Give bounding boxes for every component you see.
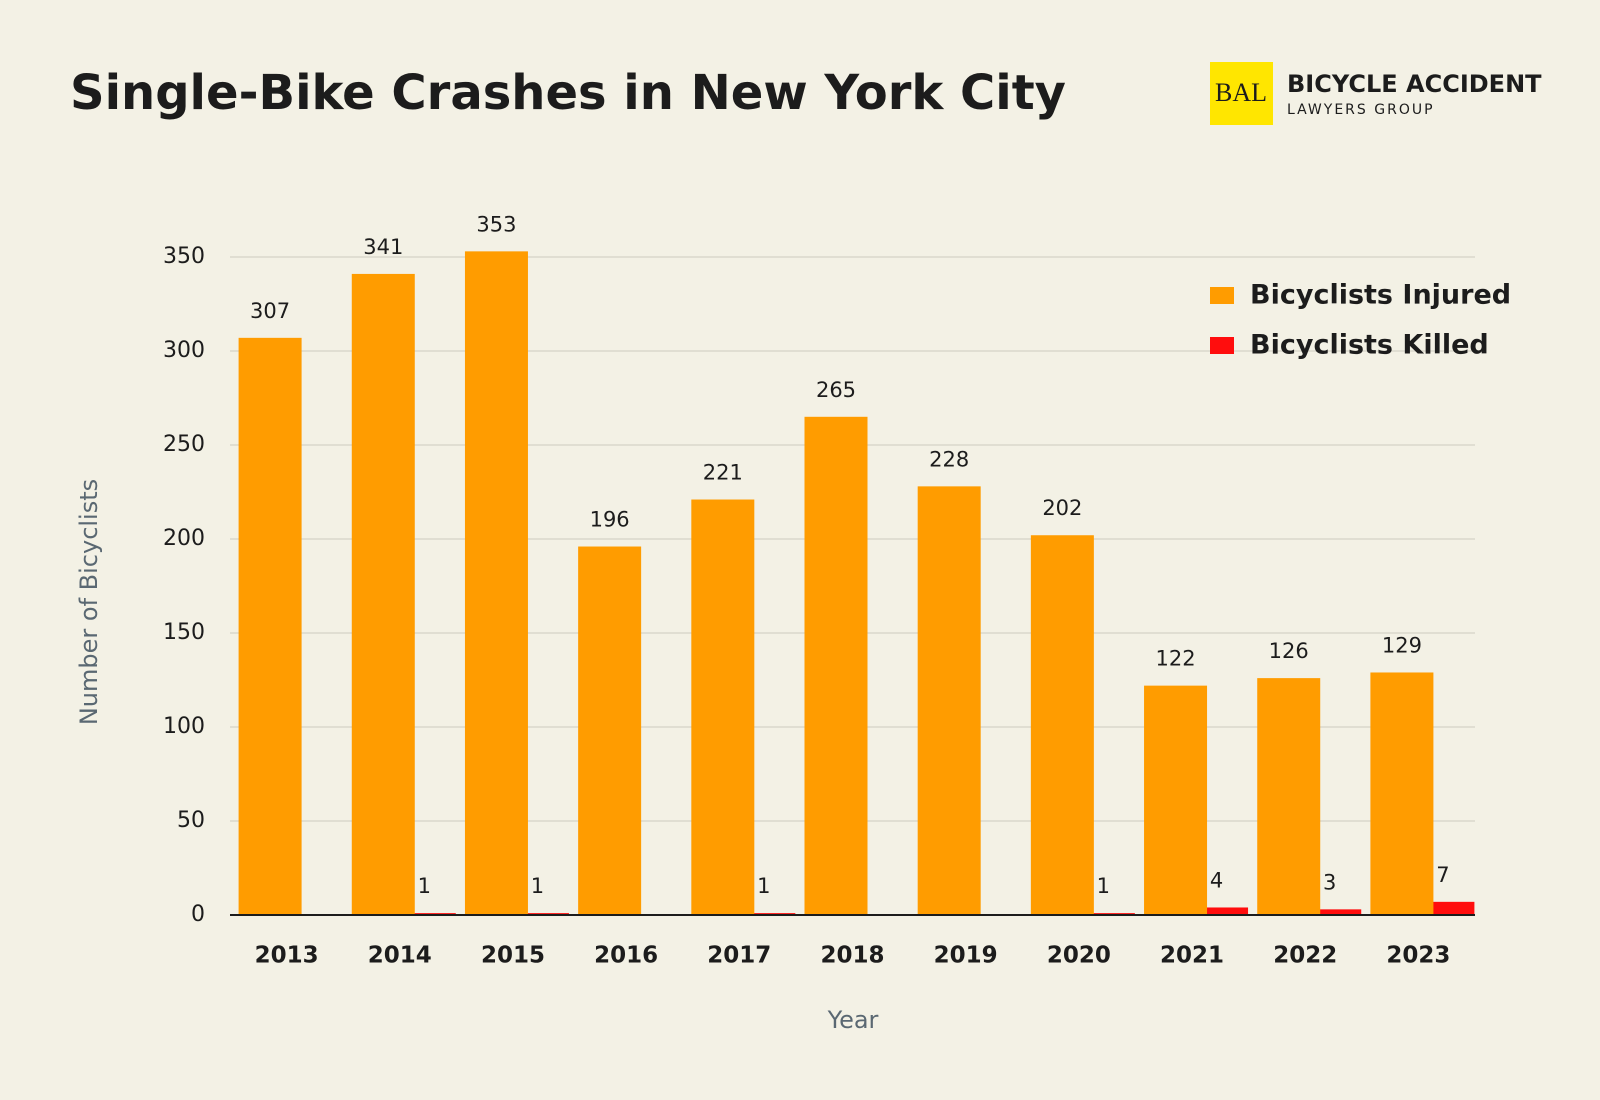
y-axis-label: Number of Bicyclists (75, 479, 103, 725)
x-tick-label: 2017 (707, 943, 771, 969)
data-label: 196 (590, 508, 630, 532)
x-tick-label: 2018 (820, 943, 884, 969)
data-label: 1 (757, 874, 770, 898)
legend-swatch (1210, 287, 1234, 304)
bar (691, 499, 755, 915)
data-label: 353 (476, 212, 516, 236)
y-tick-label: 350 (163, 244, 205, 269)
logo-line1: BICYCLE ACCIDENT (1287, 70, 1542, 98)
x-tick-label: 2014 (368, 943, 432, 969)
y-tick-label: 250 (163, 432, 205, 457)
bar (578, 546, 642, 915)
bar (1144, 685, 1208, 915)
x-tick-label: 2023 (1386, 943, 1450, 969)
data-label: 1 (418, 874, 431, 898)
y-tick-label: 300 (163, 338, 205, 363)
x-tick-label: 2022 (1273, 943, 1337, 969)
logo-mark: BAL (1215, 78, 1267, 107)
x-tick-label: 2013 (255, 943, 319, 969)
data-label: 126 (1269, 639, 1309, 663)
bar (1257, 678, 1321, 915)
logo-line2: LAWYERS GROUP (1287, 102, 1435, 118)
data-label: 307 (250, 299, 290, 323)
bar (1030, 535, 1094, 915)
y-tick-label: 150 (163, 620, 205, 645)
bar (1298, 909, 1362, 915)
y-tick-label: 0 (191, 902, 205, 927)
bar (804, 416, 868, 915)
data-label: 7 (1436, 863, 1449, 887)
y-tick-label: 200 (163, 526, 205, 551)
x-tick-label: 2020 (1047, 943, 1111, 969)
x-tick-label: 2019 (934, 943, 998, 969)
data-label: 202 (1042, 496, 1082, 520)
legend-swatch (1210, 337, 1234, 354)
data-label: 1 (1097, 874, 1110, 898)
data-label: 228 (929, 447, 969, 471)
bar (1185, 907, 1249, 915)
bar (351, 273, 415, 915)
logo-box (1210, 62, 1273, 125)
x-tick-label: 2016 (594, 943, 658, 969)
chart-title: Single-Bike Crashes in New York City (70, 65, 1066, 121)
bar (1370, 672, 1434, 915)
y-tick-label: 100 (163, 714, 205, 739)
bar (464, 251, 528, 916)
x-tick-label: 2021 (1160, 943, 1224, 969)
data-label: 1 (531, 874, 544, 898)
data-label: 341 (363, 235, 403, 259)
bar (917, 486, 981, 915)
bar (238, 337, 302, 916)
legend-label: Bicyclists Killed (1250, 330, 1489, 361)
data-label: 129 (1382, 633, 1422, 657)
data-label: 221 (703, 461, 743, 485)
legend-label: Bicyclists Injured (1250, 280, 1511, 311)
y-tick-label: 50 (177, 808, 205, 833)
x-axis-label: Year (827, 1006, 879, 1034)
data-label: 122 (1155, 647, 1195, 671)
data-label: 3 (1323, 870, 1336, 894)
data-label: 4 (1210, 868, 1223, 892)
x-tick-label: 2015 (481, 943, 545, 969)
data-label: 265 (816, 378, 856, 402)
